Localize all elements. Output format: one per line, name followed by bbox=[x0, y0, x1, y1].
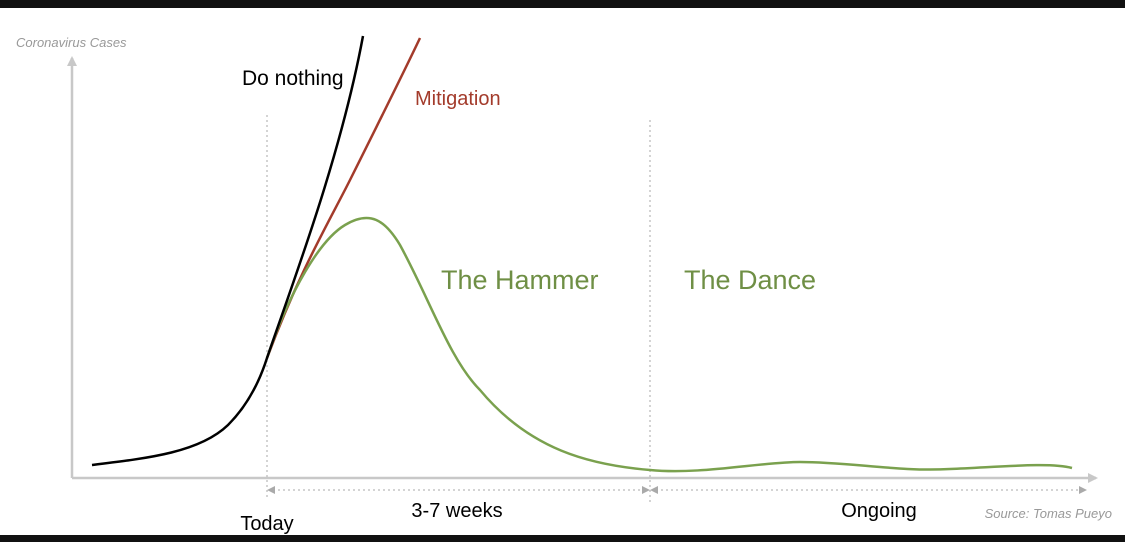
top-bar bbox=[0, 0, 1125, 8]
do-nothing-curve bbox=[91, 35, 365, 467]
phase-label: The Dance bbox=[684, 265, 816, 295]
y-axis-label: Coronavirus Cases bbox=[16, 35, 127, 50]
timeline-label: 3-7 weeks bbox=[411, 500, 502, 522]
hammer-dance-curve bbox=[265, 216, 1073, 473]
curve-label: Do nothing bbox=[242, 67, 344, 90]
phase-label: The Hammer bbox=[441, 265, 599, 295]
timeline-label: Today bbox=[240, 513, 293, 535]
source: Source: Tomas Pueyo bbox=[985, 506, 1112, 521]
timeline-label: Ongoing bbox=[841, 500, 917, 522]
curve-label: Mitigation bbox=[415, 88, 501, 110]
bottom-bar bbox=[0, 535, 1125, 542]
